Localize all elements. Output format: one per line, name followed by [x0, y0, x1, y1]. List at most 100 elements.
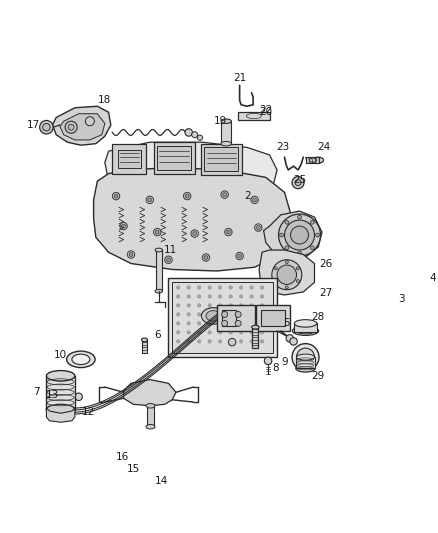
Polygon shape	[53, 106, 111, 145]
Circle shape	[208, 322, 211, 325]
Ellipse shape	[206, 311, 221, 321]
Circle shape	[240, 304, 243, 307]
Circle shape	[193, 232, 197, 236]
Circle shape	[208, 304, 211, 307]
Circle shape	[219, 313, 222, 316]
Bar	[256, 305, 290, 331]
Circle shape	[240, 331, 243, 334]
Text: 7: 7	[32, 387, 39, 397]
Circle shape	[285, 221, 289, 224]
Circle shape	[261, 322, 264, 325]
Circle shape	[221, 191, 228, 198]
Circle shape	[297, 267, 299, 270]
Text: 17: 17	[27, 120, 40, 130]
Text: 29: 29	[311, 371, 325, 381]
Text: 11: 11	[164, 245, 177, 255]
Circle shape	[261, 286, 264, 289]
Ellipse shape	[309, 158, 317, 163]
Circle shape	[286, 335, 293, 342]
Circle shape	[177, 295, 180, 298]
Circle shape	[240, 340, 243, 343]
Circle shape	[285, 220, 314, 250]
Circle shape	[250, 286, 253, 289]
Circle shape	[261, 331, 264, 334]
Circle shape	[155, 230, 159, 234]
Circle shape	[187, 304, 191, 307]
Ellipse shape	[251, 325, 259, 329]
Circle shape	[295, 180, 301, 185]
Circle shape	[238, 254, 241, 258]
Text: 14: 14	[154, 475, 168, 486]
Circle shape	[177, 286, 180, 289]
Circle shape	[208, 340, 211, 343]
Circle shape	[177, 331, 180, 334]
Ellipse shape	[67, 351, 95, 368]
Circle shape	[198, 340, 201, 343]
Text: 2: 2	[244, 191, 251, 201]
Circle shape	[184, 192, 191, 200]
Circle shape	[198, 295, 201, 298]
Polygon shape	[264, 211, 322, 260]
Bar	[205, 148, 238, 172]
Ellipse shape	[130, 477, 143, 484]
Text: 10: 10	[53, 350, 67, 360]
Bar	[306, 157, 319, 163]
Bar	[201, 144, 242, 175]
Circle shape	[222, 311, 228, 318]
Circle shape	[285, 246, 289, 249]
Text: 18: 18	[98, 95, 111, 105]
Circle shape	[250, 304, 253, 307]
Circle shape	[198, 322, 201, 325]
Circle shape	[177, 322, 180, 325]
Circle shape	[42, 124, 50, 131]
Bar	[221, 121, 231, 144]
Bar	[169, 278, 277, 357]
Circle shape	[257, 225, 260, 229]
Circle shape	[253, 198, 257, 201]
Circle shape	[261, 340, 264, 343]
Circle shape	[177, 340, 180, 343]
Circle shape	[229, 340, 232, 343]
Polygon shape	[124, 379, 176, 406]
Ellipse shape	[155, 248, 162, 252]
Text: 6: 6	[154, 329, 161, 340]
Text: 22: 22	[259, 105, 272, 115]
Ellipse shape	[313, 157, 324, 163]
Bar	[131, 487, 141, 509]
Circle shape	[146, 196, 153, 204]
Circle shape	[208, 286, 211, 289]
Polygon shape	[60, 114, 105, 140]
Text: 16: 16	[116, 451, 129, 462]
Ellipse shape	[155, 289, 162, 293]
Circle shape	[208, 295, 211, 298]
Text: 12: 12	[82, 407, 95, 417]
Circle shape	[204, 256, 208, 260]
Circle shape	[198, 304, 201, 307]
Circle shape	[261, 313, 264, 316]
Circle shape	[229, 322, 232, 325]
Text: 19: 19	[214, 116, 227, 126]
Circle shape	[219, 331, 222, 334]
Circle shape	[68, 124, 74, 130]
Ellipse shape	[127, 475, 146, 487]
Bar	[118, 150, 141, 168]
Ellipse shape	[128, 462, 145, 474]
Circle shape	[285, 261, 288, 263]
Circle shape	[198, 313, 201, 316]
Circle shape	[166, 258, 170, 262]
Circle shape	[219, 286, 222, 289]
Ellipse shape	[141, 338, 148, 342]
Circle shape	[254, 224, 262, 231]
Circle shape	[229, 286, 232, 289]
Bar	[217, 305, 254, 331]
Text: 5: 5	[283, 318, 290, 328]
Bar	[172, 282, 273, 353]
Circle shape	[208, 313, 211, 316]
Circle shape	[240, 322, 243, 325]
Circle shape	[153, 228, 161, 236]
Bar	[223, 310, 236, 326]
Circle shape	[219, 304, 222, 307]
Circle shape	[229, 295, 232, 298]
Text: 20: 20	[259, 107, 272, 117]
Circle shape	[127, 251, 135, 259]
